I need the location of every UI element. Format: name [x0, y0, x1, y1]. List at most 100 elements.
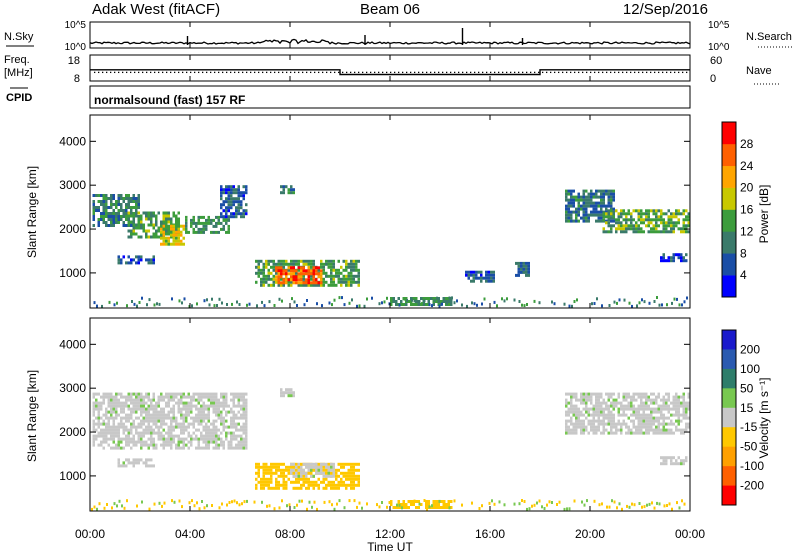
data-cell: [172, 407, 175, 411]
data-cell: [642, 218, 645, 222]
data-cell: [227, 203, 230, 207]
data-cell: [110, 221, 113, 224]
data-cell: [132, 206, 135, 209]
data-cell: [130, 200, 133, 203]
data-cell: [102, 197, 105, 200]
data-cell: [110, 215, 113, 218]
data-cell: [335, 271, 338, 275]
data-cell: [110, 398, 113, 402]
data-cell: [290, 388, 293, 392]
ground-scatter-cell: [531, 504, 533, 508]
data-cell: [130, 431, 133, 435]
data-cell: [185, 416, 188, 420]
data-cell: [600, 413, 603, 417]
data-cell: [102, 194, 105, 197]
data-cell: [167, 392, 170, 396]
data-cell: [147, 410, 150, 414]
data-cell: [230, 437, 233, 441]
data-cell: [97, 431, 100, 435]
data-cell: [612, 207, 615, 211]
data-cell: [235, 215, 238, 219]
data-cell: [105, 209, 108, 212]
nave-dot: [206, 71, 208, 74]
data-cell: [157, 398, 160, 402]
data-cell: [565, 431, 568, 435]
data-cell: [655, 419, 658, 423]
data-cell: [677, 401, 680, 405]
data-cell: [610, 425, 613, 429]
nave-dot: [678, 71, 680, 74]
ground-scatter-cell: [418, 502, 421, 506]
data-cell: [112, 194, 115, 197]
data-cell: [230, 206, 233, 210]
data-cell: [235, 191, 238, 195]
data-cell: [672, 401, 675, 405]
colorbar-segment: [722, 253, 736, 276]
data-cell: [587, 198, 590, 202]
data-cell: [670, 419, 673, 423]
data-cell: [572, 395, 575, 399]
data-cell: [432, 503, 435, 506]
data-cell: [137, 407, 140, 411]
data-cell: [260, 483, 263, 487]
data-cell: [287, 471, 290, 475]
data-cell: [345, 462, 348, 466]
data-cell: [607, 215, 610, 219]
data-cell: [640, 218, 643, 222]
nave-dot: [366, 71, 368, 74]
data-cell: [602, 419, 605, 423]
data-cell: [192, 419, 195, 423]
data-cell: [270, 462, 273, 466]
data-cell: [327, 265, 330, 269]
data-cell: [245, 437, 248, 441]
data-cell: [165, 232, 168, 236]
data-cell: [97, 413, 100, 417]
data-cell: [232, 200, 235, 204]
data-cell: [185, 401, 188, 405]
data-cell: [620, 221, 623, 225]
data-cell: [610, 195, 613, 199]
data-cell: [137, 194, 140, 197]
data-cell: [142, 431, 145, 435]
data-cell: [437, 506, 440, 509]
ground-scatter-cell: [453, 499, 456, 503]
data-cell: [352, 465, 355, 469]
data-cell: [267, 259, 270, 263]
data-cell: [572, 410, 575, 414]
data-cell: [625, 392, 628, 396]
data-cell: [667, 456, 670, 460]
data-cell: [107, 395, 110, 399]
data-cell: [682, 404, 685, 408]
data-cell: [677, 419, 680, 423]
ground-scatter-cell: [226, 303, 228, 306]
data-cell: [320, 269, 323, 273]
data-cell: [607, 189, 610, 193]
ground-scatter-cell: [456, 299, 458, 303]
data-cell: [162, 227, 165, 231]
data-cell: [117, 255, 120, 259]
data-cell: [672, 431, 675, 435]
data-cell: [260, 283, 263, 287]
ground-scatter-cell: [648, 502, 651, 506]
data-cell: [117, 458, 120, 462]
data-cell: [565, 198, 568, 202]
data-cell: [255, 465, 258, 469]
data-cell: [225, 200, 228, 204]
data-cell: [685, 209, 688, 213]
data-cell: [650, 227, 653, 231]
data-cell: [110, 428, 113, 432]
data-cell: [310, 480, 313, 484]
data-cell: [310, 259, 313, 263]
data-cell: [575, 219, 578, 223]
data-cell: [325, 471, 328, 475]
data-cell: [667, 392, 670, 396]
data-cell: [622, 422, 625, 426]
data-cell: [222, 422, 225, 426]
data-cell: [610, 189, 613, 193]
data-cell: [302, 281, 305, 285]
data-cell: [300, 474, 303, 478]
ground-scatter-cell: [423, 499, 426, 502]
data-cell: [137, 437, 140, 441]
data-cell: [200, 221, 203, 225]
